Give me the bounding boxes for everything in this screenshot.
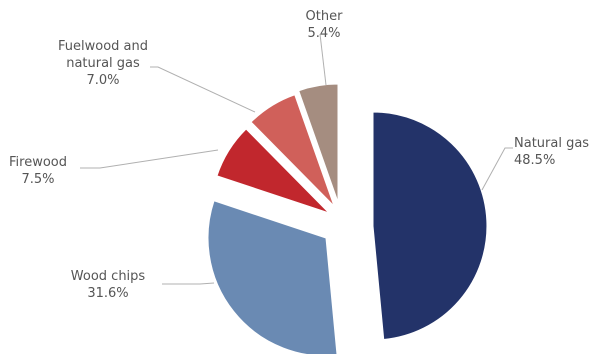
- pie-slices: [207, 83, 488, 354]
- category-label: natural gas: [66, 56, 140, 71]
- leader-line-fuelwood-and-natural-gas: [150, 66, 256, 113]
- category-label: Fuelwood and: [58, 39, 148, 54]
- value-label: 7.0%: [86, 73, 119, 88]
- category-label: Firewood: [9, 155, 67, 170]
- slice-fuelwood-and-natural-gas: [250, 94, 335, 207]
- slice-other: [298, 83, 339, 203]
- leader-line-wood-chips: [162, 282, 215, 285]
- label-firewood: Firewood 7.5%: [9, 155, 67, 187]
- value-label: 48.5%: [514, 153, 555, 168]
- label-natural-gas: Natural gas 48.5%: [514, 136, 589, 168]
- slice-natural-gas: [372, 111, 488, 341]
- label-wood-chips: Wood chips 31.6%: [71, 269, 146, 301]
- value-label: 5.4%: [307, 26, 340, 41]
- category-label: Natural gas: [514, 136, 589, 151]
- leader-lines: [80, 33, 513, 285]
- label-fuelwood-and-natural-gas: Fuelwood and natural gas 7.0%: [58, 39, 148, 88]
- slice-wood-chips: [207, 200, 338, 354]
- label-other: Other 5.4%: [306, 9, 344, 41]
- slice-firewood: [216, 128, 330, 214]
- value-label: 31.6%: [87, 286, 128, 301]
- value-label: 7.5%: [21, 172, 54, 187]
- category-label: Other: [306, 9, 344, 24]
- leader-line-natural-gas: [481, 147, 513, 191]
- category-label: Wood chips: [71, 269, 146, 284]
- leader-line-other: [319, 33, 327, 86]
- slice-labels: Natural gas 48.5% Wood chips 31.6% Firewood 7…: [9, 9, 589, 301]
- leader-line-firewood: [80, 149, 219, 169]
